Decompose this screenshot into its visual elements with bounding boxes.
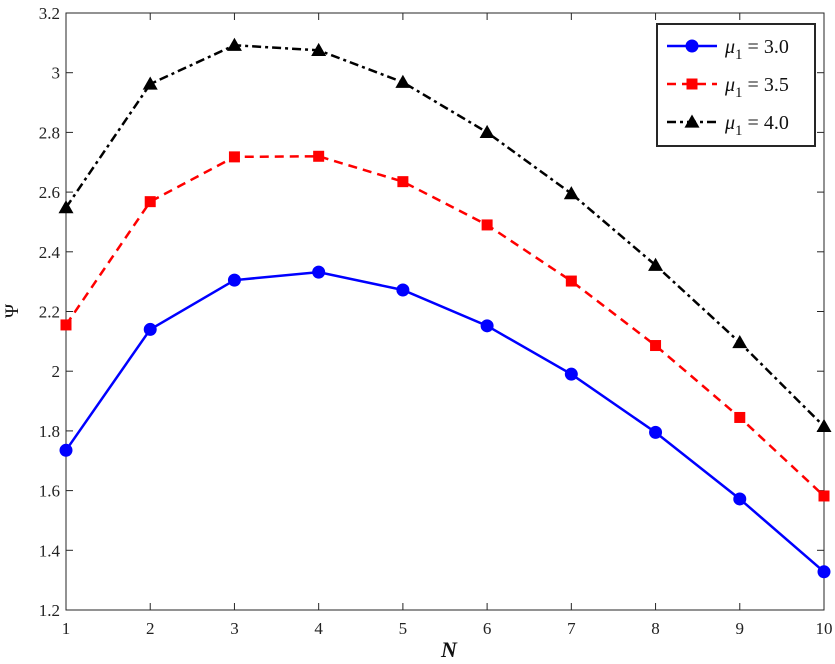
data-point [734,411,746,423]
y-tick-label: 1.8 [39,422,60,441]
series-group [58,37,832,579]
data-point [311,42,327,56]
legend-value: = 3.0 [748,36,789,58]
series-line [64,270,825,573]
data-point [397,176,409,188]
x-tick-label: 2 [146,619,155,638]
legend-symbol: μ [724,112,735,134]
y-tick-label: 1.2 [39,601,60,620]
legend-value: = 3.5 [748,74,789,96]
data-point [649,425,663,439]
y-tick-label: 2.4 [39,243,61,262]
axes: 1 2 3 4 5 6 7 8 9 10 1.2 1.4 1.6 1.8 2 2.2 2.4 2.6 2.8 3 3.2 [39,4,833,638]
legend-entry: μ1 = 3.0 [724,36,789,63]
data-point [650,340,662,352]
data-point [143,322,157,336]
data-point [313,150,325,162]
data-point [144,196,156,208]
x-tick-label: 4 [314,619,323,638]
y-tick-label: 3.2 [39,4,60,23]
legend: μ1 = 3.0μ1 = 3.5μ1 = 4.0 [656,23,816,147]
y-tick-label: 2.2 [39,303,60,322]
data-point [312,265,326,279]
x-tick-label: 6 [483,619,492,638]
series-line [64,43,825,428]
data-point [58,200,74,214]
legend-symbol: μ [724,36,735,58]
y-tick-label: 2.6 [39,183,60,202]
x-tick-label: 3 [230,619,239,638]
data-point [481,219,493,231]
series-1 [59,265,831,579]
data-point [142,76,158,90]
x-tick-label: 7 [567,619,576,638]
y-tick-label: 2 [52,362,61,381]
data-point [59,443,73,457]
data-point [480,319,494,333]
data-point [228,151,240,163]
data-point [564,367,578,381]
series-3 [58,37,832,433]
x-tick-label: 8 [651,619,660,638]
series-2 [60,150,830,502]
legend-entry: μ1 = 4.0 [724,112,789,139]
y-tick-label: 2.8 [39,123,60,142]
data-point [396,283,410,297]
x-tick-label: 10 [816,619,833,638]
data-point [479,124,495,139]
data-point [395,74,411,88]
x-axis-label: N [440,637,458,662]
data-point [816,418,832,433]
legend-symbol: μ [724,74,735,96]
x-tick-label: 5 [399,619,408,638]
data-point [733,492,747,506]
data-point [226,37,242,51]
series-line [64,155,825,497]
data-point [60,319,72,331]
legend-value: = 4.0 [748,112,789,134]
legend-subscript: 1 [735,123,743,139]
data-point [817,565,831,579]
legend-subscript: 1 [735,85,743,101]
y-tick-label: 3 [52,64,61,83]
legend-subscript: 1 [735,47,743,63]
data-point [563,186,579,200]
legend-marker [686,78,698,90]
legend-marker [684,114,700,128]
legend-marker [685,39,699,53]
x-tick-label: 9 [736,619,745,638]
y-axis-label: Ψ [2,304,23,318]
y-tick-label: 1.6 [39,482,60,501]
data-point [818,490,830,502]
data-point [648,257,664,271]
legend-entry: μ1 = 3.5 [724,74,789,101]
y-tick-label: 1.4 [39,541,61,560]
data-point [732,335,748,349]
data-point [227,273,241,287]
x-tick-label: 1 [62,619,71,638]
data-point [565,275,577,287]
